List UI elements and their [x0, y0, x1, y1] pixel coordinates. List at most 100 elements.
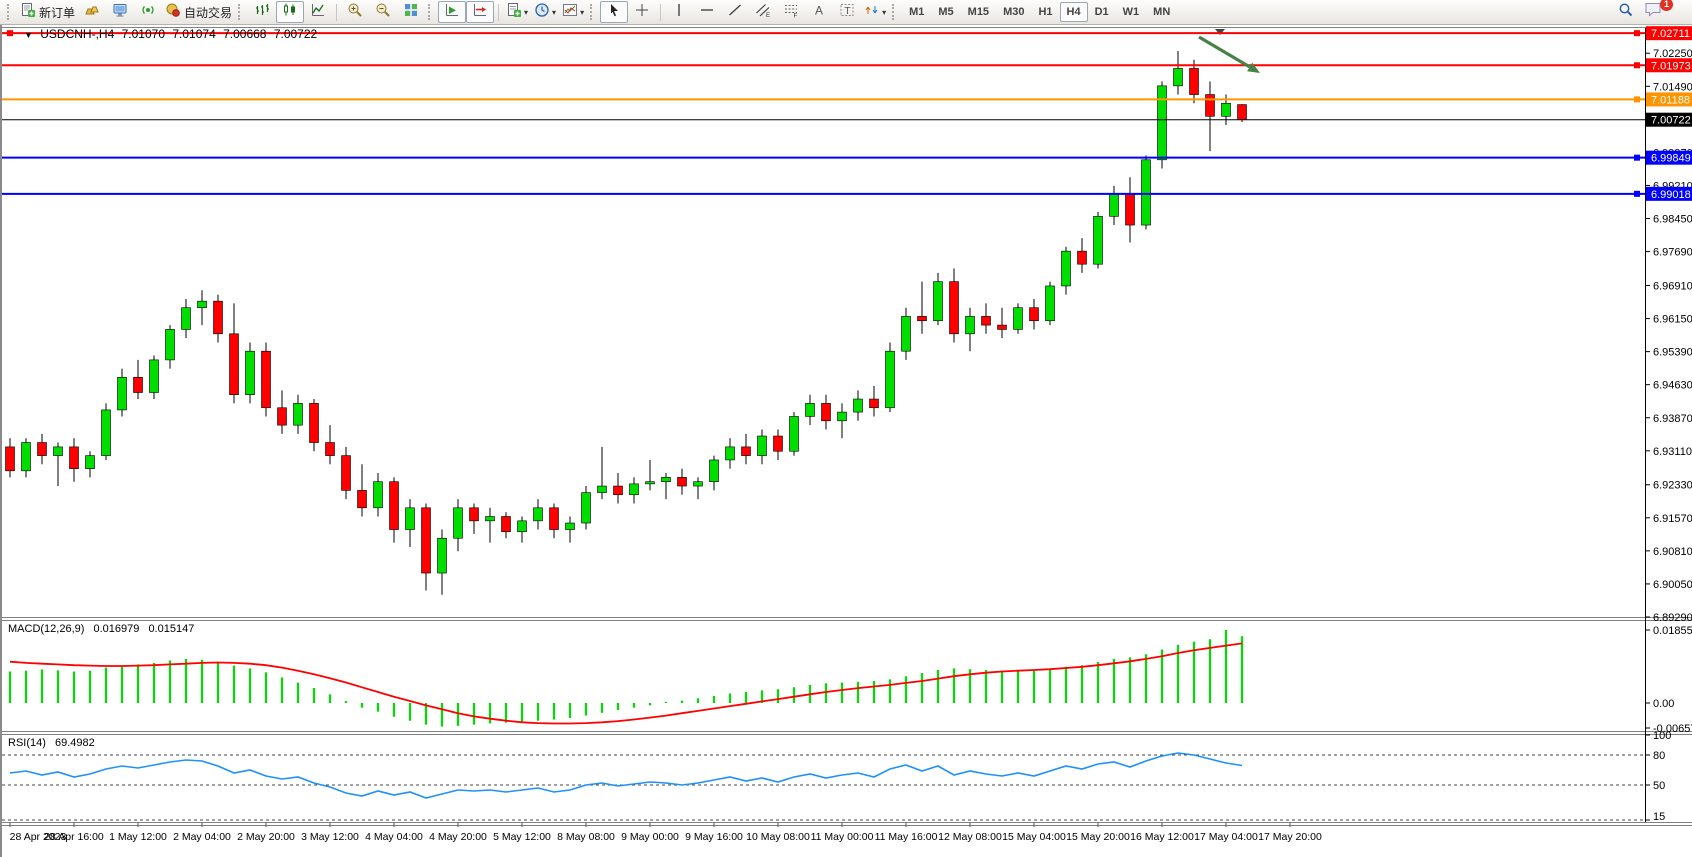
gold-bars-icon — [84, 2, 100, 23]
toolbar-grip[interactable] — [238, 4, 243, 20]
svg-text:12 May 08:00: 12 May 08:00 — [938, 831, 1002, 843]
toolbar-separator — [498, 3, 500, 21]
timeframe-d1-button[interactable]: D1 — [1094, 6, 1109, 18]
text-button[interactable]: A — [805, 1, 833, 23]
svg-text:7.01973: 7.01973 — [1651, 60, 1691, 72]
zoom-out-button[interactable] — [369, 1, 397, 23]
toolbar-separator — [336, 3, 338, 21]
notifications-button[interactable]: 1 — [1640, 0, 1673, 23]
svg-text:6.90050: 6.90050 — [1653, 579, 1692, 591]
svg-text:8 May 08:00: 8 May 08:00 — [557, 831, 615, 843]
svg-text:15: 15 — [1653, 811, 1665, 823]
periods-button[interactable]: ▾ — [531, 1, 559, 23]
zoom-in-icon — [347, 2, 363, 23]
svg-text:10 May 08:00: 10 May 08:00 — [746, 831, 810, 843]
search-button[interactable] — [1612, 1, 1640, 23]
svg-text:28 Apr 16:00: 28 Apr 16:00 — [44, 831, 104, 843]
toolbar-grip[interactable] — [590, 4, 595, 20]
notification-badge: 1 — [1660, 0, 1673, 11]
toolbar-grip[interactable] — [892, 4, 897, 20]
chart-shift-button[interactable] — [466, 1, 495, 23]
dropdown-caret-icon: ▾ — [524, 7, 529, 17]
svg-text:-0.006572: -0.006572 — [1653, 723, 1692, 735]
market-depth-button[interactable] — [106, 1, 134, 23]
svg-text:6.89290: 6.89290 — [1653, 612, 1692, 624]
trendline-button[interactable] — [721, 1, 749, 23]
timeframe-m5-button[interactable]: M5 — [938, 6, 954, 18]
svg-text:50: 50 — [1653, 780, 1665, 792]
line-chart-button[interactable] — [304, 1, 332, 23]
new-order-label: 新订单 — [39, 5, 76, 20]
svg-text:16 May 12:00: 16 May 12:00 — [1130, 831, 1194, 843]
tile-windows-button[interactable] — [397, 1, 425, 23]
svg-text:80: 80 — [1653, 750, 1665, 762]
svg-text:6.97690: 6.97690 — [1653, 247, 1692, 259]
macd-name: MACD(12,26,9) — [8, 623, 85, 635]
main-toolbar: 新订单 自动交易 ▾ ▾ ▾ E F A T ▾ M1 M5 M15 M30 H1 H4 D… — [0, 0, 1692, 25]
candlestick-chart-button[interactable] — [276, 1, 305, 23]
svg-text:9 May 16:00: 9 May 16:00 — [685, 831, 743, 843]
equidistant-channel-button[interactable]: E — [749, 1, 777, 23]
chart-title: ▼ USDCNH-,H4 7.01070 7.01074 7.00668 7.0… — [24, 27, 321, 41]
ohlc-high: 7.01074 — [172, 27, 216, 41]
macd-main-value: 0.016979 — [93, 623, 140, 635]
object-marker-icon: ▼ — [24, 30, 33, 40]
crosshair-icon — [634, 2, 650, 23]
ohlc-close: 7.00722 — [273, 27, 318, 41]
macd-label: MACD(12,26,9) 0.016979 0.015147 — [8, 623, 200, 635]
toolbar-grip[interactable] — [7, 4, 12, 20]
horizontal-line-button[interactable] — [693, 1, 721, 23]
timeframe-m1-button[interactable]: M1 — [909, 6, 925, 18]
crosshair-button[interactable] — [628, 1, 656, 23]
auto-scroll-button[interactable] — [438, 1, 467, 23]
svg-text:6.91570: 6.91570 — [1653, 513, 1692, 525]
svg-text:6.90810: 6.90810 — [1653, 546, 1692, 558]
ohlc-low: 7.00668 — [223, 27, 267, 41]
timeframe-toolbar: M1 M5 M15 M30 H1 H4 D1 W1 MN — [902, 2, 1177, 22]
cursor-icon — [606, 2, 622, 23]
dropdown-caret-icon: ▾ — [580, 7, 585, 17]
signals-button[interactable] — [134, 1, 162, 23]
svg-text:6.92330: 6.92330 — [1653, 480, 1692, 492]
timeframe-h4-button[interactable]: H4 — [1059, 2, 1088, 22]
auto-scroll-icon — [444, 2, 460, 23]
cursor-button[interactable] — [600, 1, 629, 23]
bar-chart-icon — [254, 2, 270, 23]
horizontal-line-icon — [699, 2, 715, 23]
autotrade-icon — [165, 2, 181, 23]
text-label-button[interactable]: T — [833, 1, 861, 23]
svg-text:15 May 04:00: 15 May 04:00 — [1002, 831, 1066, 843]
svg-text:0.018557: 0.018557 — [1653, 625, 1692, 637]
timeframe-m15-button[interactable]: M15 — [967, 6, 990, 18]
toolbar-grip[interactable] — [428, 4, 433, 20]
svg-text:11 May 16:00: 11 May 16:00 — [875, 831, 938, 843]
timeframe-m30-button[interactable]: M30 — [1003, 6, 1025, 18]
dropdown-caret-icon: ▾ — [882, 7, 887, 17]
timeframe-mn-button[interactable]: MN — [1153, 6, 1171, 18]
ohlc-open: 7.01070 — [121, 27, 166, 41]
bar-chart-button[interactable] — [248, 1, 276, 23]
gold-button[interactable] — [78, 1, 106, 23]
new-order-button[interactable]: 新订单 — [17, 1, 78, 23]
channel-icon: E — [755, 2, 771, 23]
vertical-line-button[interactable] — [665, 1, 693, 23]
arrows-button[interactable]: ▾ — [861, 1, 889, 23]
svg-text:3 May 12:00: 3 May 12:00 — [301, 831, 359, 843]
dropdown-caret-icon: ▾ — [552, 7, 557, 17]
timeframe-h1-button[interactable]: H1 — [1038, 6, 1053, 18]
svg-text:0.00: 0.00 — [1653, 698, 1674, 710]
fibonacci-button[interactable]: F — [777, 1, 805, 23]
auto-trading-button[interactable]: 自动交易 — [162, 1, 235, 23]
templates-button[interactable]: ▾ — [503, 1, 531, 23]
svg-text:100: 100 — [1653, 730, 1671, 742]
timeframe-w1-button[interactable]: W1 — [1122, 6, 1140, 18]
svg-text:5 May 12:00: 5 May 12:00 — [493, 831, 551, 843]
text-a-icon: A — [811, 2, 827, 23]
zoom-in-button[interactable] — [341, 1, 369, 23]
svg-text:6.93870: 6.93870 — [1653, 413, 1692, 425]
rsi-name: RSI(14) — [8, 737, 46, 749]
svg-text:6.95390: 6.95390 — [1653, 347, 1692, 359]
indicators-button[interactable]: ▾ — [559, 1, 587, 23]
chart-shift-icon — [472, 2, 488, 23]
